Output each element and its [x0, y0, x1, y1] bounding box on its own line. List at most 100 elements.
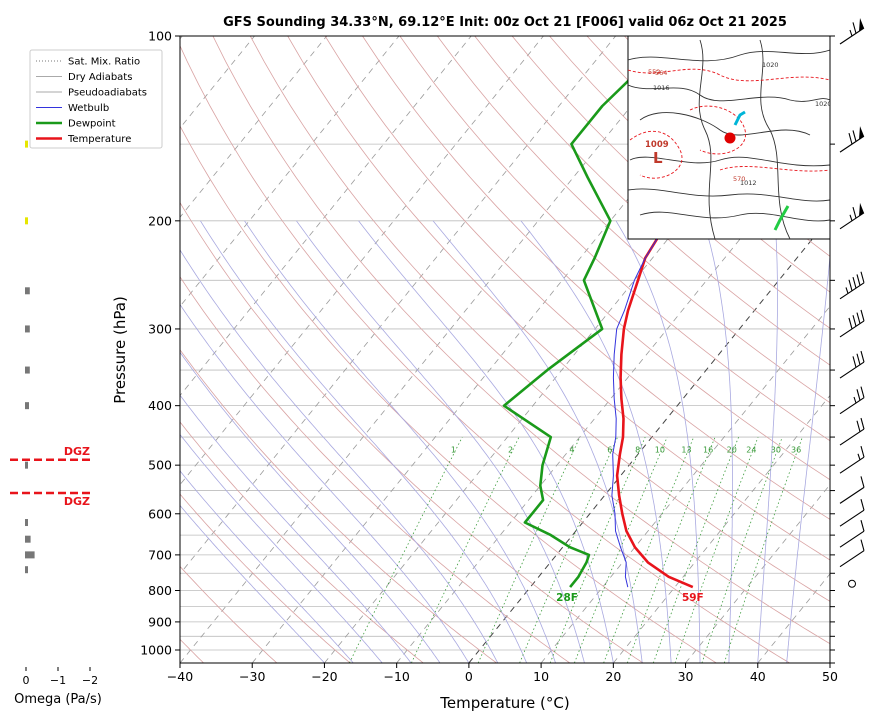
mixing-ratio-line: [549, 436, 646, 663]
surface-temp-label: 59F: [682, 592, 704, 604]
mixing-ratio-label: 1: [451, 445, 456, 454]
omega-tick-label: −1: [50, 674, 66, 687]
barb-half-flag: [853, 396, 857, 404]
isotherm-line: [540, 305, 830, 663]
x-tick-label: −40: [167, 669, 193, 684]
omega-bar: [25, 461, 28, 469]
dry-adiabat-line: [511, 36, 830, 329]
barb-half-flag: [845, 287, 849, 294]
barb-flag: [860, 499, 865, 511]
barb-flag: [848, 132, 853, 145]
y-tick-label: 500: [148, 458, 172, 473]
pseudoadiabat-line: [296, 220, 585, 663]
pseudoadiabat-line: [180, 504, 325, 663]
x-tick-label: 50: [822, 669, 838, 684]
isotherm-line: [613, 394, 830, 663]
dry-adiabat-line: [180, 201, 644, 663]
chart-title: GFS Sounding 34.33°N, 69.12°E Init: 00z …: [223, 15, 787, 30]
pseudoadiabat-line: [757, 220, 778, 663]
calm-circle: [848, 579, 856, 588]
wind-barb: [839, 446, 865, 474]
dry-adiabat-line: [436, 36, 830, 404]
dry-adiabat-line: [549, 36, 830, 293]
wind-barb: [839, 350, 865, 379]
y-axis-label: Pressure (hPa): [111, 296, 129, 404]
map-pressure-label: 1009: [645, 140, 669, 150]
barb-flag: [860, 520, 865, 532]
barb-staff: [839, 550, 865, 568]
barb-half-flag: [849, 29, 853, 37]
mixing-ratio-label: 6: [607, 445, 612, 454]
dry-adiabat-line: [180, 276, 571, 663]
mixing-ratio-line: [603, 436, 695, 663]
omega-bar: [25, 535, 31, 543]
dry-adiabat-line: [849, 36, 877, 663]
legend-box: [29, 49, 163, 149]
barb-flag: [860, 539, 865, 551]
barb-flag: [852, 276, 857, 289]
y-tick-label: 200: [148, 213, 172, 228]
wind-barb: [848, 579, 856, 588]
dewpoint-line: [502, 36, 675, 588]
y-tick-label: 400: [148, 398, 172, 413]
legend-label: Dry Adiabats: [68, 72, 132, 83]
dry-adiabat-line: [180, 493, 351, 663]
legend-label: Wetbulb: [68, 103, 109, 114]
map-pressure-label: 1020: [815, 100, 832, 108]
pseudoadiabat-line: [180, 249, 499, 663]
barb-flag: [848, 279, 853, 291]
pseudoadiabat-line: [703, 220, 733, 663]
dgz-label: DGZ: [64, 495, 90, 508]
wind-barb: [839, 309, 865, 338]
dry-adiabat-line: [287, 36, 830, 561]
dry-adiabat-line: [399, 36, 830, 442]
y-tick-label: 300: [148, 321, 172, 336]
omega-bar: [25, 140, 28, 148]
omega-bar: [25, 551, 35, 559]
pseudoadiabat-line: [180, 470, 354, 663]
dry-adiabat-line: [362, 36, 830, 481]
x-tick-label: 0: [465, 669, 473, 684]
isobar-contour: [628, 188, 830, 202]
barb-flag: [856, 274, 861, 286]
x-tick-label: −30: [239, 669, 265, 684]
mixing-ratio-line: [411, 436, 520, 663]
map-pressure-label: 1012: [740, 179, 757, 187]
precip-cyan: [733, 110, 746, 126]
dry-adiabat-line: [180, 44, 790, 663]
pseudoadiabat-line: [244, 220, 556, 663]
isotherm-line: [180, 36, 472, 397]
map-low-marker: L: [653, 149, 663, 167]
barb-staff: [839, 530, 865, 548]
x-tick-label: −10: [383, 669, 409, 684]
y-tick-label: 1000: [140, 642, 172, 657]
x-axis-label: Temperature (°C): [439, 694, 569, 712]
mixing-ratio-label: 10: [655, 445, 665, 454]
barb-flag: [860, 446, 865, 458]
map-pressure-label: 564: [655, 69, 667, 77]
isotherm-line: [685, 484, 830, 663]
y-tick-label: 600: [148, 506, 172, 521]
barb-flag: [852, 22, 857, 34]
omega-bar: [25, 287, 30, 295]
mixing-ratio-label: 24: [746, 445, 756, 454]
barb-pennant: [859, 18, 864, 32]
isotherm-line: [180, 36, 400, 307]
omega-bar: [25, 366, 30, 374]
x-tick-label: 30: [678, 669, 694, 684]
barb-half-flag: [849, 214, 853, 222]
isobar-contour: [628, 49, 830, 62]
wind-barb: [839, 417, 865, 446]
dry-adiabat-line: [249, 36, 830, 602]
location-marker: [724, 132, 736, 144]
mixing-ratio-line: [349, 436, 463, 663]
legend: Sat. Mix. Ratio Dry Adiabats Pseudoadiabat…: [29, 49, 163, 149]
surface-dewpoint-label: 28F: [556, 592, 578, 604]
isobar-contour: [629, 156, 830, 167]
barb-flag: [860, 309, 865, 322]
barb-staff: [839, 509, 865, 527]
barb-flag: [856, 312, 861, 324]
dry-adiabat-line: [180, 349, 497, 663]
wind-barb: [839, 520, 865, 548]
